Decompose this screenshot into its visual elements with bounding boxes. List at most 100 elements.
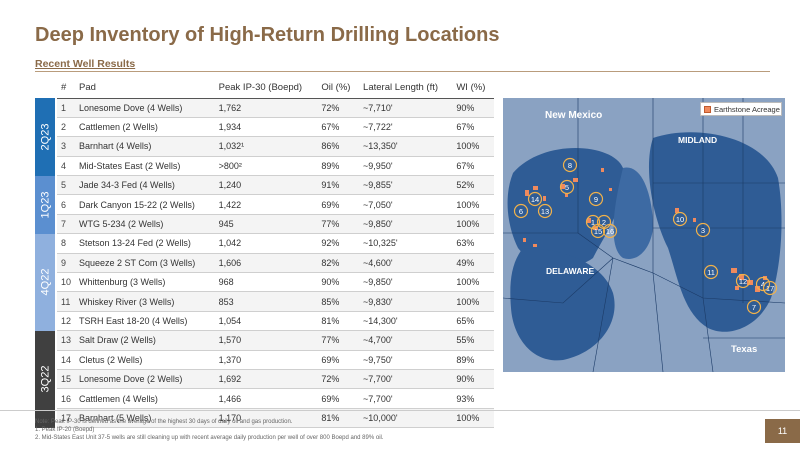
pad-marker: 11	[703, 264, 719, 280]
cell-wi: 89%	[452, 350, 494, 370]
table-row: 7 WTG 5-234 (2 Wells) 945 77% ~9,850' 100%	[57, 214, 494, 235]
cell-oil: 67%	[317, 117, 360, 138]
cell-wi: 67%	[452, 117, 494, 138]
quarter-label: 2Q23	[39, 123, 52, 151]
pad-marker-label: 5	[565, 183, 569, 192]
pad-marker-label: 12	[739, 277, 747, 286]
cell-pad: TSRH East 18-20 (4 Wells)	[75, 311, 215, 332]
table-row: 5 Jade 34-3 Fed (4 Wells) 1,240 91% ~9,855' 5…	[57, 175, 494, 196]
cell-peak-ip: 1,692	[214, 369, 318, 390]
pad-marker-label: 15	[594, 227, 602, 236]
quarter-label: 1Q23	[39, 191, 52, 219]
cell-peak-ip: 1,240	[214, 175, 318, 196]
label-new-mexico: New Mexico	[545, 110, 602, 121]
pad-marker: 6	[513, 203, 529, 219]
pad-marker: 17	[762, 280, 778, 296]
cell-lateral: ~4,600'	[359, 253, 453, 274]
label-midland: MIDLAND	[678, 135, 717, 145]
footnotes: Note: Peak IP-30 is defined as the avera…	[35, 418, 384, 442]
cell-wi: 55%	[452, 330, 494, 351]
quarter-band: 4Q22	[35, 233, 55, 331]
cell-peak-ip: 1,466	[214, 388, 318, 409]
col-header-peak-ip: Peak IP-30 (Boepd)	[214, 78, 318, 99]
pad-marker-label: 7	[752, 303, 756, 312]
cell-oil: 72%	[317, 369, 360, 390]
cell-pad: Cletus (2 Wells)	[75, 350, 215, 370]
page-title: Deep Inventory of High-Return Drilling L…	[35, 24, 500, 46]
cell-number: 17	[57, 408, 76, 429]
cell-pad: Jade 34-3 Fed (4 Wells)	[75, 175, 215, 196]
pad-marker-label: 6	[519, 207, 523, 216]
cell-peak-ip: 968	[214, 272, 318, 293]
cell-peak-ip: 1,054	[214, 311, 318, 332]
cell-number: 13	[57, 330, 76, 351]
cell-peak-ip: 853	[214, 291, 318, 312]
cell-number: 1	[57, 98, 76, 118]
cell-oil: 72%	[317, 98, 360, 118]
cell-wi: 52%	[452, 175, 494, 196]
table-row: 16 Cattlemen (4 Wells) 1,466 69% ~7,700' 93%	[57, 388, 494, 409]
cell-number: 7	[57, 214, 76, 235]
cell-number: 12	[57, 311, 76, 332]
cell-peak-ip: 1,570	[214, 330, 318, 351]
pad-marker-label: 1	[591, 218, 595, 227]
col-header-wi: WI (%)	[452, 78, 494, 99]
col-header-pad: Pad	[75, 78, 215, 99]
cell-pad: Lonesome Dove (4 Wells)	[75, 98, 215, 118]
pad-marker: 9	[588, 191, 604, 207]
label-texas: Texas	[731, 344, 757, 355]
pad-marker: 14	[527, 191, 543, 207]
cell-wi: 65%	[452, 311, 494, 332]
cell-lateral: ~13,350'	[359, 136, 453, 157]
quarter-label: 4Q22	[39, 268, 52, 296]
cell-wi: 100%	[452, 136, 494, 157]
cell-number: 8	[57, 233, 76, 254]
page-number: 11	[765, 419, 800, 443]
table-row: 2 Cattlemen (2 Wells) 1,934 67% ~7,722' 67%	[57, 117, 494, 138]
delaware-basin-south	[510, 248, 615, 361]
cell-wi: 90%	[452, 98, 494, 118]
table-row: 10 Whittenburg (3 Wells) 968 90% ~9,850' 100%	[57, 272, 494, 293]
cell-oil: 81%	[317, 311, 360, 332]
pad-marker: 15	[590, 223, 606, 239]
pad-marker: 5	[559, 179, 575, 195]
cell-pad: Barnhart (4 Wells)	[75, 136, 215, 157]
acreage-swatch	[704, 105, 711, 113]
cell-oil: 77%	[317, 214, 360, 235]
cell-number: 15	[57, 369, 76, 390]
cell-peak-ip: 1,422	[214, 194, 318, 215]
pad-marker: 1	[585, 214, 601, 230]
pad-marker: 13	[537, 203, 553, 219]
pad-marker: 10	[672, 211, 688, 227]
cell-lateral: ~9,950'	[359, 156, 453, 177]
cell-wi: 93%	[452, 388, 494, 409]
cell-oil: 91%	[317, 175, 360, 196]
cell-pad: Barnhart (5 Wells)	[75, 408, 215, 429]
cell-peak-ip: 1,370	[214, 350, 318, 370]
pad-marker-label: 8	[568, 161, 572, 170]
cell-oil: 77%	[317, 330, 360, 351]
cell-lateral: ~7,700'	[359, 369, 453, 390]
cell-lateral: ~7,710'	[359, 98, 453, 118]
cell-wi: 100%	[452, 408, 494, 429]
table-row: 14 Cletus (2 Wells) 1,370 69% ~9,750' 89%	[57, 350, 494, 370]
cell-pad: Cattlemen (4 Wells)	[75, 388, 215, 409]
cell-oil: 69%	[317, 388, 360, 409]
table-header-row: # Pad Peak IP-30 (Boepd) Oil (%) Lateral…	[57, 78, 494, 99]
cell-pad: Mid-States East (2 Wells)	[75, 156, 215, 177]
note-main: Note: Peak IP-30 is defined as the avera…	[35, 419, 293, 425]
cell-pad: Lonesome Dove (2 Wells)	[75, 369, 215, 390]
cell-pad: Cattlemen (2 Wells)	[75, 117, 215, 138]
table-row: 3 Barnhart (4 Wells) 1,032¹ 86% ~13,350' 100%	[57, 136, 494, 157]
legend-label: Earthstone Acreage	[714, 104, 780, 114]
pad-marker: 7	[746, 299, 762, 315]
table-row: 8 Stetson 13-24 Fed (2 Wells) 1,042 92% ~10,…	[57, 233, 494, 254]
table-row: 12 TSRH East 18-20 (4 Wells) 1,054 81% ~14,3…	[57, 311, 494, 332]
pad-marker-label: 16	[606, 227, 614, 236]
cell-number: 3	[57, 136, 76, 157]
cell-number: 14	[57, 350, 76, 370]
quarter-label: 3Q22	[39, 365, 52, 393]
cell-number: 10	[57, 272, 76, 293]
